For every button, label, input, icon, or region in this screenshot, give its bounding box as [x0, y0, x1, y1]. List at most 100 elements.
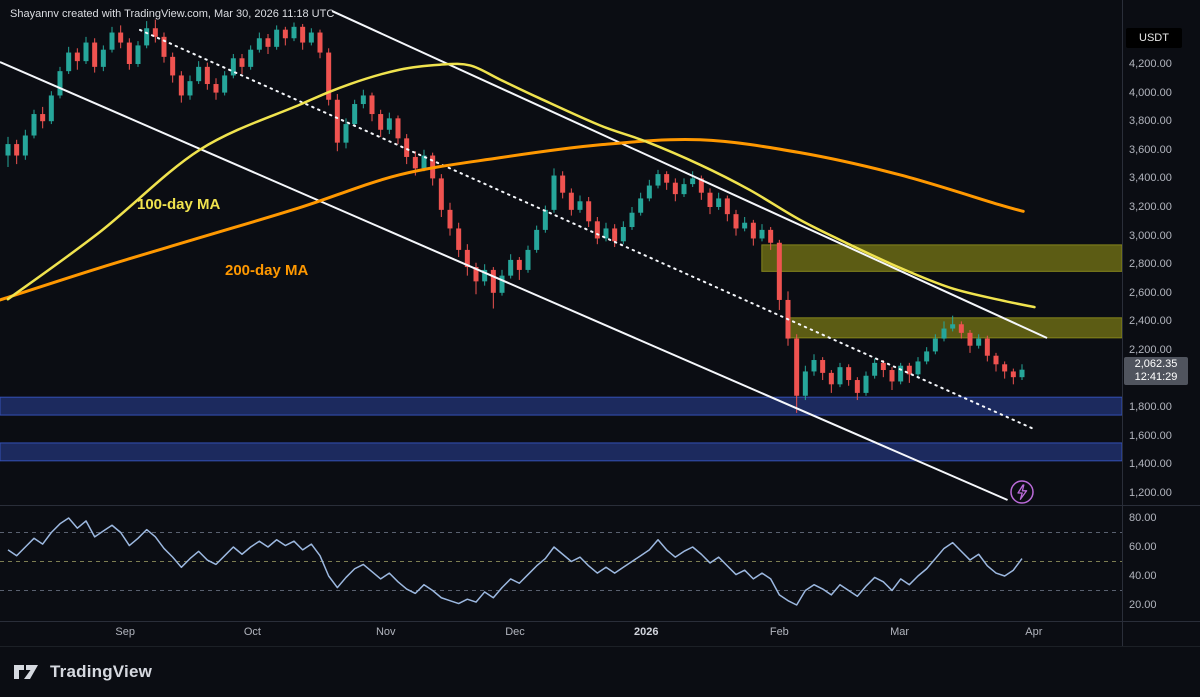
candle	[308, 28, 314, 46]
candle	[317, 29, 323, 59]
candle	[83, 36, 89, 64]
candle-body	[1010, 371, 1016, 378]
candle-body	[750, 222, 756, 239]
ma-200-line	[0, 138, 1025, 302]
candle	[846, 364, 852, 386]
candle	[222, 71, 228, 96]
time-axis-label-nov: Nov	[375, 626, 396, 638]
candle	[204, 62, 210, 90]
time-axis[interactable]: Sep Oct Nov Dec 2026 Feb Mar Apr	[0, 622, 1122, 646]
candle-body	[1019, 369, 1025, 378]
currency-unit-chip[interactable]: USDT	[1126, 28, 1182, 48]
candle-body	[57, 71, 63, 96]
candle	[14, 139, 20, 165]
candle-body	[369, 95, 375, 115]
countdown-label: 12:41:29	[1134, 370, 1178, 383]
candle-body	[837, 367, 843, 385]
candle	[447, 202, 453, 236]
candle-body	[152, 28, 158, 37]
candle	[620, 221, 626, 245]
candle-body	[118, 32, 124, 43]
tradingview-logo[interactable]: TradingView	[12, 660, 152, 684]
candle-body	[178, 75, 184, 96]
candle-body	[40, 114, 46, 122]
candle-body	[126, 42, 132, 64]
candle-body	[326, 52, 332, 100]
price-tick-label: 2,400.00	[1129, 315, 1172, 328]
candle	[950, 315, 956, 332]
price-axis[interactable]: USDT 2,062.35 12:41:29 4,200.00 4,000.00 3…	[1123, 0, 1200, 646]
last-price-badge: 2,062.35 12:41:29	[1124, 356, 1188, 385]
candle-body	[239, 58, 245, 67]
rsi-tick-label: 20.00	[1129, 599, 1157, 611]
candle	[456, 222, 462, 258]
candle-body	[863, 375, 869, 393]
candle-body	[317, 32, 323, 53]
candle-body	[690, 178, 696, 185]
candle-body	[360, 95, 366, 105]
candle	[560, 171, 566, 199]
candle	[837, 362, 843, 388]
candle-body	[594, 221, 600, 239]
candle	[274, 25, 280, 50]
main-price-pane[interactable]	[0, 0, 1122, 505]
candle-body	[135, 45, 141, 64]
candle-body	[404, 138, 410, 157]
candle-body	[638, 198, 644, 213]
price-axis-separator	[1122, 0, 1123, 646]
candle-body	[828, 372, 834, 385]
candle-body	[820, 360, 826, 373]
candle	[161, 32, 167, 63]
candle-body	[109, 32, 115, 50]
candle-body	[473, 267, 479, 282]
candle-body	[681, 184, 687, 195]
candle	[811, 354, 817, 376]
candle	[282, 26, 288, 46]
candle-body	[560, 175, 566, 193]
candle-body	[516, 259, 522, 270]
candle	[854, 377, 860, 401]
candle-body	[586, 201, 592, 222]
candle-body	[759, 229, 765, 239]
candle	[742, 217, 748, 232]
candle	[230, 53, 236, 79]
candle-body	[984, 338, 990, 356]
candle	[395, 115, 401, 145]
ma-100-line	[6, 62, 1036, 309]
candle-body	[776, 242, 782, 300]
candle-body	[187, 81, 193, 96]
candle-body	[412, 156, 418, 169]
candle	[750, 219, 756, 246]
candle-body	[993, 355, 999, 365]
candle-body	[222, 75, 228, 93]
candle-body	[499, 275, 505, 293]
candle-body	[482, 269, 488, 282]
candle	[915, 357, 921, 378]
price-tick-label: 3,200.00	[1129, 201, 1172, 213]
candle	[144, 21, 150, 49]
candle-body	[525, 249, 531, 270]
candle	[499, 269, 505, 296]
candle	[135, 41, 141, 67]
candle	[603, 222, 609, 242]
candle-body	[655, 174, 661, 186]
candle	[646, 179, 652, 202]
candle-body	[378, 114, 384, 130]
candle	[31, 109, 37, 139]
candle-body	[144, 28, 150, 46]
rsi-pane[interactable]	[0, 506, 1122, 621]
pane-separator[interactable]	[0, 505, 1200, 506]
candle	[343, 118, 349, 149]
candle	[57, 66, 63, 99]
price-tick-label: 2,600.00	[1129, 286, 1172, 299]
tradingview-logo-text: TradingView	[50, 662, 153, 681]
candle-body	[880, 362, 886, 371]
lightning-button[interactable]	[1008, 478, 1036, 506]
candle-body	[646, 185, 652, 199]
candle	[187, 75, 193, 100]
candle	[733, 209, 739, 236]
candle-body	[92, 42, 98, 67]
rsi-tick-label: 80.00	[1129, 512, 1157, 524]
candle	[66, 46, 72, 75]
candle	[1010, 368, 1016, 385]
